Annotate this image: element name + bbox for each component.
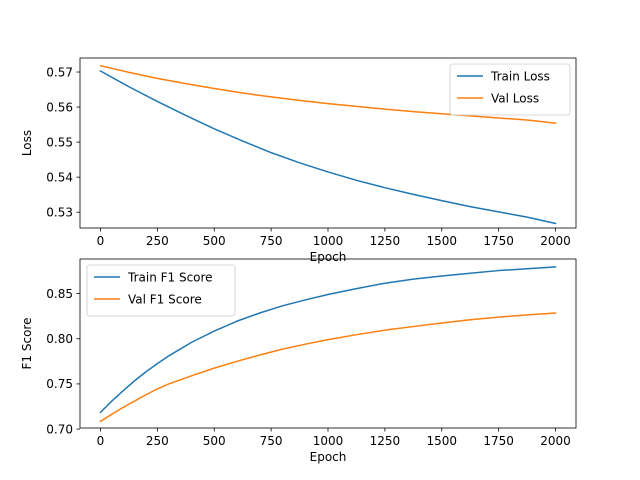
x-tick-label: 2000 [540,234,571,248]
legend-box [86,264,236,317]
series-line-val-loss [99,64,557,125]
loss-chart-panel: 0 250 500 750 1000 1250 1500 1750 2000 0.53 0.54 0.… [20,57,577,264]
x-axis-label: Epoch [310,250,347,264]
x-tick-label: 1750 [483,234,514,248]
legend-label: Train F1 Score [127,270,213,284]
x-tick-label: 1250 [370,434,401,448]
y-tick-label: 0.54 [46,170,73,184]
x-tick-label: 250 [146,434,169,448]
x-tick-label: 2000 [540,434,571,448]
legend-label: Val F1 Score [128,292,202,306]
y-tick-label: 0.85 [46,287,73,301]
x-tick-label: 1750 [483,434,514,448]
y-tick-label: 0.55 [46,135,73,149]
legend-label: Train Loss [490,69,550,83]
y-tick-label: 0.57 [46,65,73,79]
x-tick-label: 1000 [313,234,344,248]
f1-chart-panel: 0 250 500 750 1000 1250 1500 1750 2000 0.70 0.75 0.… [20,258,577,464]
series-line-train-f1-score [99,266,557,414]
series-line-val-f1-score [99,312,557,423]
x-tick-label: 0 [97,234,105,248]
x-tick-label: 1500 [426,234,457,248]
y-tick-label: 0.53 [46,206,73,220]
x-tick-label: 1500 [426,434,457,448]
x-tick-label: 250 [146,234,169,248]
x-tick-label: 1000 [313,434,344,448]
x-tick-label: 1250 [370,234,401,248]
series-line-train-loss [99,69,557,225]
y-tick-label: 0.70 [46,422,73,436]
x-axis-label: Epoch [310,450,347,464]
y-tick-label: 0.75 [46,377,73,391]
x-tick-label: 0 [97,434,105,448]
legend: Train F1 Score Val F1 Score [86,264,236,317]
legend: Train Loss Val Loss [449,63,571,116]
y-axis-label: Loss [20,130,34,156]
x-tick-label: 750 [260,434,283,448]
y-axis-label: F1 Score [20,318,34,370]
y-tick-label: 0.80 [46,332,73,346]
x-tick-label: 750 [260,234,283,248]
y-tick-label: 0.56 [46,100,73,114]
x-tick-label: 500 [203,434,226,448]
x-tick-label: 500 [203,234,226,248]
legend-label: Val Loss [491,91,539,105]
